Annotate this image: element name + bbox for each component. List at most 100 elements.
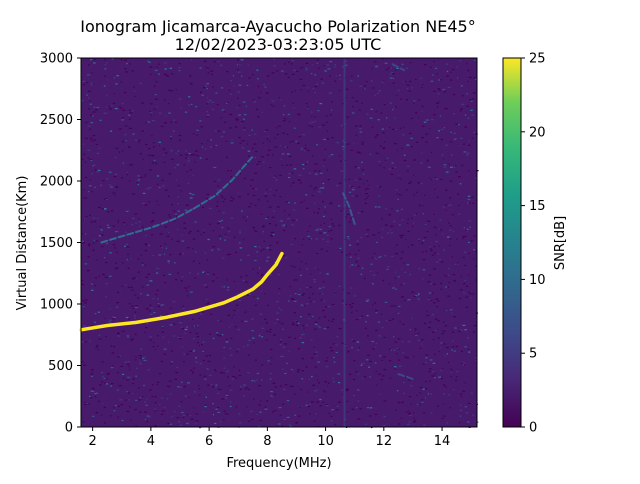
noise-speck: [263, 224, 265, 226]
noise-speck: [137, 297, 140, 299]
noise-speck: [193, 391, 197, 393]
noise-speck: [202, 350, 204, 352]
noise-speck: [334, 423, 337, 426]
noise-speck: [160, 144, 162, 146]
noise-speck: [355, 371, 358, 373]
noise-speck: [238, 84, 242, 86]
noise-speck: [427, 220, 431, 222]
noise-speck: [447, 361, 450, 364]
noise-speck: [238, 369, 241, 371]
noise-speck: [393, 77, 394, 80]
noise-speck: [256, 163, 260, 166]
noise-speck: [298, 293, 301, 296]
noise-speck: [331, 223, 334, 225]
noise-speck: [379, 356, 381, 358]
noise-speck: [204, 406, 207, 408]
noise-speck: [260, 290, 263, 292]
noise-speck: [205, 198, 208, 200]
noise-speck: [142, 202, 145, 204]
noise-speck: [106, 62, 108, 64]
noise-speck: [148, 312, 150, 314]
noise-speck: [431, 179, 433, 181]
noise-speck: [142, 192, 146, 194]
noise-speck: [361, 211, 364, 213]
noise-speck: [407, 218, 409, 220]
chart-title-line2: 12/02/2023-03:23:05 UTC: [175, 35, 382, 54]
noise-speck: [226, 279, 228, 281]
noise-speck: [349, 80, 353, 82]
noise-speck: [315, 413, 317, 415]
noise-speck: [103, 112, 106, 114]
noise-speck: [350, 306, 353, 308]
noise-speck: [229, 405, 232, 408]
noise-speck: [467, 350, 471, 352]
noise-speck: [112, 244, 116, 246]
noise-speck: [399, 321, 401, 323]
noise-speck: [453, 230, 455, 232]
noise-speck: [320, 299, 323, 301]
noise-speck: [196, 336, 200, 338]
noise-speck: [92, 387, 94, 389]
noise-speck: [408, 412, 411, 414]
noise-speck: [202, 359, 205, 361]
noise-speck: [190, 154, 193, 156]
noise-speck: [354, 166, 358, 168]
noise-speck: [381, 218, 383, 220]
noise-speck: [308, 318, 310, 320]
noise-speck: [279, 309, 283, 311]
noise-speck: [446, 75, 449, 77]
noise-speck: [395, 271, 397, 273]
noise-speck: [326, 138, 330, 140]
noise-speck: [224, 198, 226, 200]
noise-speck: [357, 212, 361, 214]
noise-speck: [300, 147, 304, 149]
noise-speck: [262, 161, 265, 163]
noise-speck: [239, 388, 242, 390]
noise-speck: [152, 212, 155, 214]
noise-speck: [204, 378, 207, 380]
noise-speck: [396, 210, 399, 212]
noise-speck: [270, 363, 272, 365]
noise-speck: [295, 422, 298, 424]
noise-speck: [328, 412, 330, 414]
noise-speck: [432, 74, 434, 76]
noise-speck: [119, 355, 121, 357]
noise-speck: [254, 156, 256, 159]
noise-speck: [406, 170, 409, 172]
noise-speck: [370, 108, 374, 110]
noise-speck: [429, 359, 433, 361]
noise-speck: [84, 176, 87, 178]
noise-speck: [181, 328, 184, 330]
noise-speck: [202, 206, 204, 209]
noise-speck: [280, 339, 282, 341]
noise-speck: [257, 78, 259, 80]
noise-speck: [275, 301, 279, 303]
noise-speck: [366, 407, 369, 409]
x-tick-label: 12: [376, 434, 393, 449]
noise-speck: [397, 390, 399, 392]
noise-speck: [93, 220, 96, 223]
noise-speck: [351, 75, 353, 77]
noise-speck: [298, 347, 301, 349]
noise-speck: [418, 204, 421, 206]
noise-speck: [86, 270, 90, 272]
noise-speck: [308, 172, 312, 174]
noise-speck: [149, 416, 151, 418]
noise-speck: [301, 244, 304, 246]
noise-speck: [155, 293, 158, 296]
noise-speck: [473, 77, 476, 79]
noise-speck: [293, 300, 297, 302]
noise-speck: [466, 63, 468, 65]
noise-speck: [275, 179, 278, 181]
noise-speck: [395, 288, 397, 290]
noise-speck: [448, 163, 450, 165]
noise-speck: [275, 127, 278, 129]
noise-speck: [430, 249, 433, 251]
noise-speck: [246, 406, 248, 408]
noise-speck: [435, 298, 439, 300]
noise-speck: [201, 94, 204, 96]
noise-speck: [119, 399, 123, 401]
noise-speck: [210, 313, 213, 315]
noise-speck: [267, 256, 270, 258]
noise-speck: [90, 325, 93, 327]
